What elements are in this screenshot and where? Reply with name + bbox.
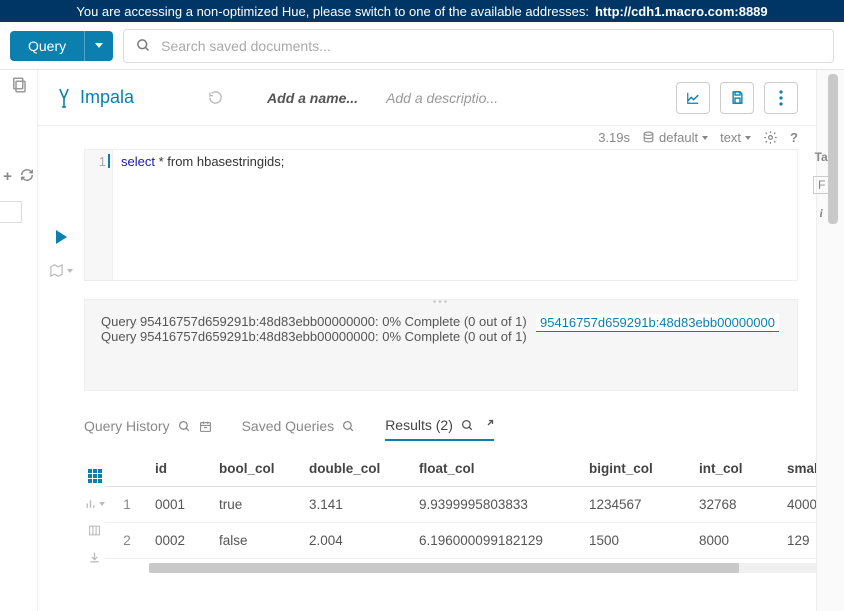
search-icon bbox=[178, 420, 191, 433]
chart-button[interactable] bbox=[676, 82, 710, 114]
sql-code[interactable]: select * from hbasestringids; bbox=[113, 150, 292, 280]
empty-box bbox=[0, 201, 22, 223]
top-bar: Query bbox=[0, 22, 844, 70]
save-button[interactable] bbox=[720, 82, 754, 114]
col-float[interactable]: float_col bbox=[413, 451, 583, 486]
map-dropdown[interactable] bbox=[49, 263, 73, 278]
col-double[interactable]: double_col bbox=[303, 451, 413, 486]
col-bool[interactable]: bool_col bbox=[213, 451, 303, 486]
left-sidebar: + bbox=[0, 70, 38, 611]
elapsed-time: 3.19s bbox=[598, 130, 630, 145]
main-panel: Impala Add a name... Add a descriptio... bbox=[38, 70, 816, 611]
copy-icon[interactable] bbox=[10, 76, 28, 94]
banner-url[interactable]: http://cdh1.macro.com:8889 bbox=[595, 4, 768, 19]
description-input[interactable]: Add a descriptio... bbox=[386, 90, 498, 106]
col-index[interactable] bbox=[105, 451, 149, 486]
plus-icon[interactable]: + bbox=[3, 168, 12, 185]
impala-icon bbox=[56, 87, 72, 109]
calendar-icon bbox=[199, 420, 212, 433]
tab-query-history[interactable]: Query History bbox=[84, 418, 212, 440]
search-icon bbox=[461, 419, 474, 432]
help-icon[interactable]: ? bbox=[790, 130, 798, 145]
horizontal-scrollbar[interactable] bbox=[149, 563, 816, 573]
banner-text: You are accessing a non-optimized Hue, p… bbox=[76, 4, 589, 19]
status-bar: 3.19s default text ? bbox=[38, 126, 816, 149]
tab-results[interactable]: Results (2) bbox=[385, 417, 494, 441]
run-icon[interactable] bbox=[54, 229, 68, 245]
gear-icon[interactable] bbox=[763, 130, 778, 145]
right-label-t: Ta bbox=[815, 150, 828, 164]
results-table: id bool_col double_col float_col bigint_… bbox=[105, 451, 816, 573]
editor-header: Impala Add a name... Add a descriptio... bbox=[38, 70, 816, 126]
right-label-f[interactable]: F bbox=[813, 176, 829, 194]
col-id[interactable]: id bbox=[149, 451, 213, 486]
table-header: id bool_col double_col float_col bigint_… bbox=[105, 451, 816, 487]
table-row: 1 0001 true 3.141 9.9399995803833 123456… bbox=[105, 487, 816, 523]
optimization-banner: You are accessing a non-optimized Hue, p… bbox=[0, 0, 844, 22]
col-int[interactable]: int_col bbox=[693, 451, 781, 486]
results-area: id bool_col double_col float_col bigint_… bbox=[84, 451, 816, 573]
col-smallint[interactable]: smalli bbox=[781, 451, 816, 486]
query-dropdown[interactable] bbox=[84, 31, 113, 61]
map-icon bbox=[49, 263, 64, 278]
query-log: ••• Query 95416757d659291b:48d83ebb00000… bbox=[84, 299, 798, 391]
bar-chart-icon bbox=[84, 497, 97, 510]
info-icon[interactable]: i bbox=[820, 206, 823, 221]
right-sidebar: Ta F i bbox=[816, 70, 844, 611]
table-row: 2 0002 false 2.004 6.196000099182129 150… bbox=[105, 523, 816, 559]
more-button[interactable] bbox=[764, 82, 798, 114]
grid-icon[interactable] bbox=[88, 469, 102, 483]
database-selector[interactable]: default bbox=[642, 130, 708, 145]
result-tabs: Query History Saved Queries Results (2) bbox=[84, 417, 816, 441]
query-button-group: Query bbox=[10, 31, 113, 61]
engine-label[interactable]: Impala bbox=[56, 87, 134, 109]
search-icon bbox=[136, 38, 151, 53]
database-icon bbox=[642, 131, 655, 144]
refresh-icon[interactable] bbox=[20, 168, 34, 182]
search-icon bbox=[342, 420, 355, 433]
col-bigint[interactable]: bigint_col bbox=[583, 451, 693, 486]
line-gutter: 1 bbox=[85, 150, 113, 280]
chart-dropdown[interactable] bbox=[84, 497, 105, 510]
format-selector[interactable]: text bbox=[720, 130, 751, 145]
download-icon[interactable] bbox=[88, 551, 101, 564]
query-button[interactable]: Query bbox=[10, 31, 84, 61]
search-box[interactable] bbox=[123, 29, 834, 63]
expand-icon[interactable] bbox=[482, 419, 494, 431]
columns-icon[interactable] bbox=[88, 524, 101, 537]
query-id-highlight[interactable]: 95416757d659291b:48d83ebb00000000 bbox=[536, 314, 779, 332]
history-icon[interactable] bbox=[208, 90, 223, 105]
tab-saved-queries[interactable]: Saved Queries bbox=[242, 418, 356, 440]
vertical-scrollbar[interactable] bbox=[828, 74, 838, 224]
search-input[interactable] bbox=[161, 38, 821, 54]
name-input[interactable]: Add a name... bbox=[267, 90, 358, 106]
sql-editor[interactable]: 1 select * from hbasestringids; bbox=[84, 149, 798, 281]
